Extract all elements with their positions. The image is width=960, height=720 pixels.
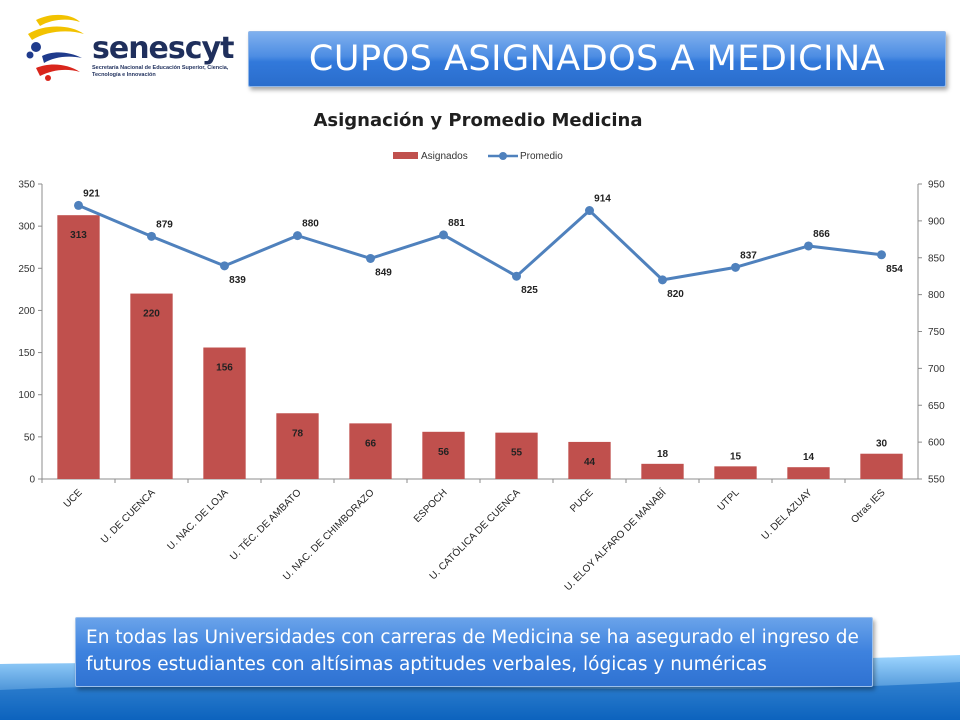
title-banner: CUPOS ASIGNADOS A MEDICINA (248, 31, 946, 87)
bar-data-label: 30 (876, 439, 888, 450)
bar-data-label: 78 (292, 428, 304, 439)
bar-data-label: 66 (365, 438, 377, 449)
point-promedio (731, 262, 740, 272)
bar-asignados (57, 215, 100, 479)
y-right-tick-label: 750 (928, 327, 945, 338)
bar-series (57, 215, 903, 479)
y-left-tick-label: 200 (18, 306, 35, 317)
y-right-tick-label: 650 (928, 401, 945, 412)
logo-emblem-icon (26, 14, 84, 81)
x-category-label: U. NAC. DE LOJA (165, 487, 230, 552)
note-text: En todas las Universidades con carreras … (86, 627, 859, 675)
point-promedio (293, 231, 302, 241)
point-promedio (366, 253, 375, 263)
bar-asignados (641, 463, 684, 479)
point-promedio (804, 241, 813, 251)
y-right-tick-label: 550 (928, 475, 945, 486)
x-category-label: PUCE (568, 487, 596, 515)
line-data-label: 825 (521, 285, 538, 296)
point-promedio (877, 250, 886, 260)
bar-asignados (349, 423, 392, 479)
bar-data-label: 44 (584, 457, 596, 468)
logo-subtitle: Secretaría Nacional de Educación Superio… (92, 65, 229, 78)
y-left-tick-label: 350 (18, 180, 35, 191)
line-series (74, 200, 886, 285)
senescyt-logo: senescyt Secretaría Nacional de Educació… (22, 10, 242, 84)
bar-asignados (422, 431, 465, 479)
logo-wordmark: senescyt (92, 31, 234, 66)
bar-data-label: 15 (730, 451, 742, 462)
y-left-tick-label: 100 (18, 390, 35, 401)
line-data-label: 914 (594, 194, 611, 205)
x-category-label: UTPL (716, 487, 742, 513)
y-left-tick-label: 50 (24, 432, 36, 443)
point-promedio (585, 206, 594, 216)
y-right-tick-label: 900 (928, 216, 945, 227)
y-left-tick-label: 250 (18, 264, 35, 275)
line-data-label: 921 (83, 188, 100, 199)
y-right-tick-label: 800 (928, 290, 945, 301)
legend-marker-promedio (499, 152, 507, 160)
bar-asignados (130, 293, 173, 479)
note-box: En todas las Universidades con carreras … (75, 617, 873, 687)
line-promedio (77, 204, 882, 282)
bar-asignados (860, 453, 903, 479)
line-data-label: 820 (667, 289, 684, 300)
y-right-tick-label: 600 (928, 438, 945, 449)
y-left-tick-label: 150 (18, 348, 35, 359)
slide-title: CUPOS ASIGNADOS A MEDICINA (308, 39, 886, 79)
line-data-label: 881 (448, 218, 465, 229)
point-promedio (147, 231, 156, 241)
legend: Asignados Promedio (393, 151, 563, 162)
line-data-label: 839 (229, 275, 246, 286)
bar-data-label: 55 (511, 448, 523, 459)
x-category-label: U. TÉC. DE AMBATO (227, 486, 304, 563)
line-data-label: 854 (886, 264, 903, 275)
legend-label-asignados: Asignados (421, 151, 468, 162)
bar-data-label: 14 (803, 452, 815, 463)
bar-asignados (714, 466, 757, 479)
x-category-label: Otras IES (849, 487, 888, 526)
line-data-label: 849 (375, 267, 392, 278)
point-promedio (74, 200, 83, 210)
bar-data-label: 220 (143, 309, 160, 320)
line-data-label: 866 (813, 229, 830, 240)
point-promedio (512, 271, 521, 281)
point-promedio (220, 261, 229, 271)
y-right-tick-label: 700 (928, 364, 945, 375)
y-left-tick-label: 300 (18, 222, 35, 233)
y-left-tick-label: 0 (29, 475, 35, 486)
line-data-label: 837 (740, 250, 757, 261)
bar-data-label: 18 (657, 449, 669, 460)
legend-label-promedio: Promedio (520, 151, 563, 162)
point-promedio (658, 275, 667, 285)
chart-title: Asignación y Promedio Medicina (313, 110, 642, 131)
bar-data-label: 313 (70, 230, 87, 241)
line-data-label: 879 (156, 219, 173, 230)
x-category-label: UCE (62, 487, 85, 510)
line-data-label: 880 (302, 219, 319, 230)
bar-asignados (495, 432, 538, 479)
legend-swatch-asignados (393, 152, 418, 159)
point-promedio (439, 230, 448, 240)
x-category-label: U. DEL AZUAY (760, 487, 815, 542)
x-category-label: ESPOCH (412, 487, 450, 525)
y-right-tick-label: 850 (928, 253, 945, 264)
y-right-tick-label: 950 (928, 180, 945, 191)
data-labels: 313 220 156 78 66 56 55 44 18 15 14 30 921 879 839 880 8… (70, 188, 903, 468)
bar-asignados (568, 441, 611, 479)
bar-data-label: 56 (438, 447, 450, 458)
bar-asignados (276, 413, 319, 479)
bar-asignados (203, 347, 246, 479)
x-category-label: U. DE CUENCA (99, 487, 158, 546)
bar-asignados (787, 467, 830, 479)
bar-data-label: 156 (216, 363, 233, 374)
